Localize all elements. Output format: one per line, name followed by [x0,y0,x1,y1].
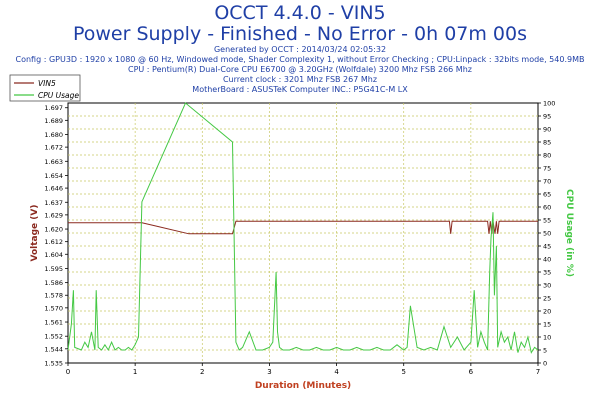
y-right-tick-label: 5 [543,347,547,355]
series-layer [67,102,539,354]
y-left-tick-label: 1.570 [44,304,63,312]
y-right-tick-label: 25 [543,295,551,303]
y-left-tick-label: 1.552 [44,333,63,341]
y-right-tick-label: 20 [543,308,551,316]
x-tick-label: 7 [536,368,540,376]
x-tick-label: 5 [401,368,405,376]
y-right-tick-label: 70 [543,178,551,186]
x-tick-label: 1 [133,368,137,376]
y-right-tick-label: 0 [543,360,547,368]
y-right-tick-label: 95 [543,113,551,121]
motherboard-info: MotherBoard : ASUSTeK Computer INC.: P5G… [192,85,408,94]
y-right-tick-label: 35 [543,269,551,277]
legend: VIN5 CPU Usage [9,74,81,102]
y-left-tick-label: 1.578 [44,292,63,300]
x-tick-label: 3 [267,368,271,376]
y-left-tick-label: 1.672 [44,144,63,152]
generated-info: Generated by OCCT : 2014/03/24 02:05:32 [213,45,387,54]
y-right-tick-label: 65 [543,191,551,199]
y-right-tick-label: 90 [543,126,551,134]
y-right-tick-label: 40 [543,256,551,264]
clock-info: Current clock : 3201 Mhz FSB 267 Mhz [222,75,378,84]
y-left-tick-label: 1.663 [44,158,63,166]
x-tick-label: 6 [469,368,474,376]
y-right-tick-label: 50 [543,230,551,238]
x-tick-label: 2 [200,368,204,376]
y-left-tick-label: 1.697 [44,104,63,112]
y-left-tick-label: 1.629 [44,211,63,219]
chart-subtitle: Power Supply - Finished - No Error - 0h … [72,23,528,45]
y-right-tick-label: 75 [543,165,551,173]
y-left-tick-label: 1.680 [44,131,63,139]
y-left-tick-label: 1.595 [44,265,63,273]
grid [68,103,538,363]
cpu-info: CPU : Pentium(R) Dual-Core CPU E6700 @ 3… [128,65,472,74]
y-left-tick-label: 1.604 [44,251,63,259]
y-axis-label-right: CPU Usage (in %) [564,189,574,277]
axes: 0 1 2 3 4 5 6 71.5351.5441.5521.5611.5701.5781.… [44,100,555,377]
x-tick-label: 0 [66,368,70,376]
y-left-tick-label: 1.689 [44,117,63,125]
legend-label-cpu-usage: CPU Usage [38,91,79,100]
y-right-tick-label: 30 [543,282,551,290]
y-left-tick-label: 1.561 [44,319,63,327]
y-right-tick-label: 55 [543,217,551,225]
y-left-tick-label: 1.620 [44,226,63,234]
y-right-tick-label: 100 [543,100,555,108]
y-right-tick-label: 80 [543,152,551,160]
y-right-tick-label: 85 [543,139,551,147]
y-right-tick-label: 45 [543,243,551,251]
y-left-tick-label: 1.612 [44,238,63,246]
chart-title: OCCT 4.4.0 - VIN5 [214,2,386,24]
y-left-tick-label: 1.535 [44,360,63,368]
series-line-vin5 [68,220,538,235]
y-right-tick-label: 15 [543,321,551,329]
plot-area [67,102,539,364]
legend-box [9,74,81,102]
y-axis-label-left: Voltage (V) [30,205,40,262]
y-right-tick-label: 10 [543,334,551,342]
config-info: Config : GPU3D : 1920 x 1080 @ 60 Hz, Wi… [15,55,585,64]
y-left-tick-label: 1.646 [44,185,63,193]
x-tick-label: 4 [334,368,339,376]
y-left-tick-label: 1.544 [44,345,63,353]
y-left-tick-label: 1.586 [44,279,63,287]
legend-label-vin5: VIN5 [38,79,56,88]
y-left-tick-label: 1.654 [44,172,63,180]
x-axis-label: Duration (Minutes) [255,381,351,391]
y-right-tick-label: 60 [543,204,551,212]
y-left-tick-label: 1.637 [44,199,63,207]
series-line-cpu-usage [67,102,539,354]
